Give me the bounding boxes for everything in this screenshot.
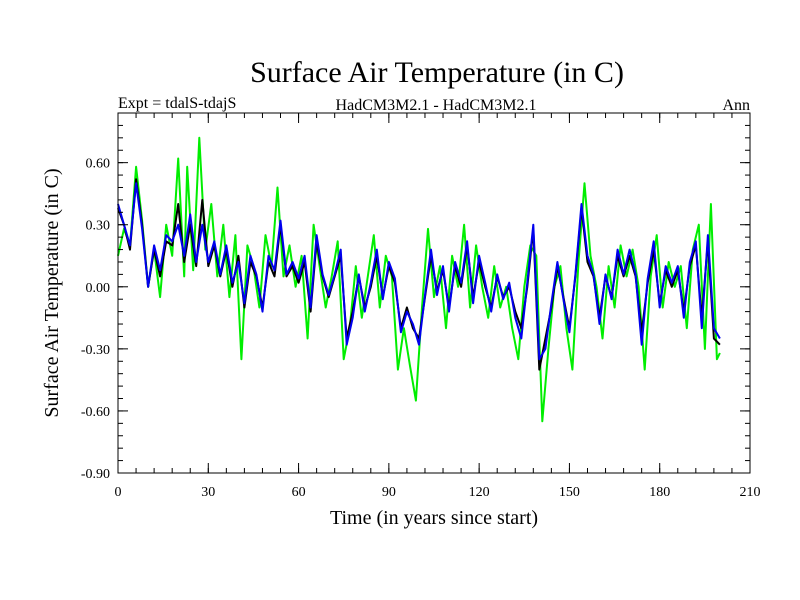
ticks-layer: 0 30 60 90 120 150 180 210 -0.90 -0.60 -0.30 0.00 0.… (81, 112, 761, 500)
series-line-green (117, 136, 721, 423)
series-layer (117, 136, 721, 423)
x-tick-label: 180 (649, 485, 670, 500)
y-tick-label: 0.30 (86, 219, 111, 234)
experiment-label: Expt = tdalS-tdajS (118, 95, 236, 112)
model-label: HadCM3M2.1 - HadCM3M2.1 (336, 97, 537, 114)
y-tick-label: 0.00 (86, 281, 111, 296)
y-tick-label: -0.90 (81, 467, 110, 482)
x-tick-label: 60 (292, 485, 306, 500)
y-tick-label: -0.30 (81, 343, 110, 358)
x-tick-label: 210 (740, 485, 761, 500)
x-axis-label: Time (in years since start) (330, 507, 538, 529)
y-tick-label: -0.60 (81, 405, 110, 420)
y-axis-label: Surface Air Temperature (in C) (41, 168, 63, 417)
x-tick-label: 30 (201, 485, 215, 500)
x-tick-label: 0 (115, 485, 122, 500)
plot-frame (117, 112, 751, 474)
x-tick-label: 150 (559, 485, 580, 500)
chart-title: Surface Air Temperature (in C) (250, 56, 624, 89)
x-tick-label: 90 (382, 485, 396, 500)
period-label: Ann (722, 97, 750, 114)
x-tick-label: 120 (469, 485, 490, 500)
series-line-blue (117, 182, 721, 361)
y-tick-label: 0.60 (86, 157, 111, 172)
